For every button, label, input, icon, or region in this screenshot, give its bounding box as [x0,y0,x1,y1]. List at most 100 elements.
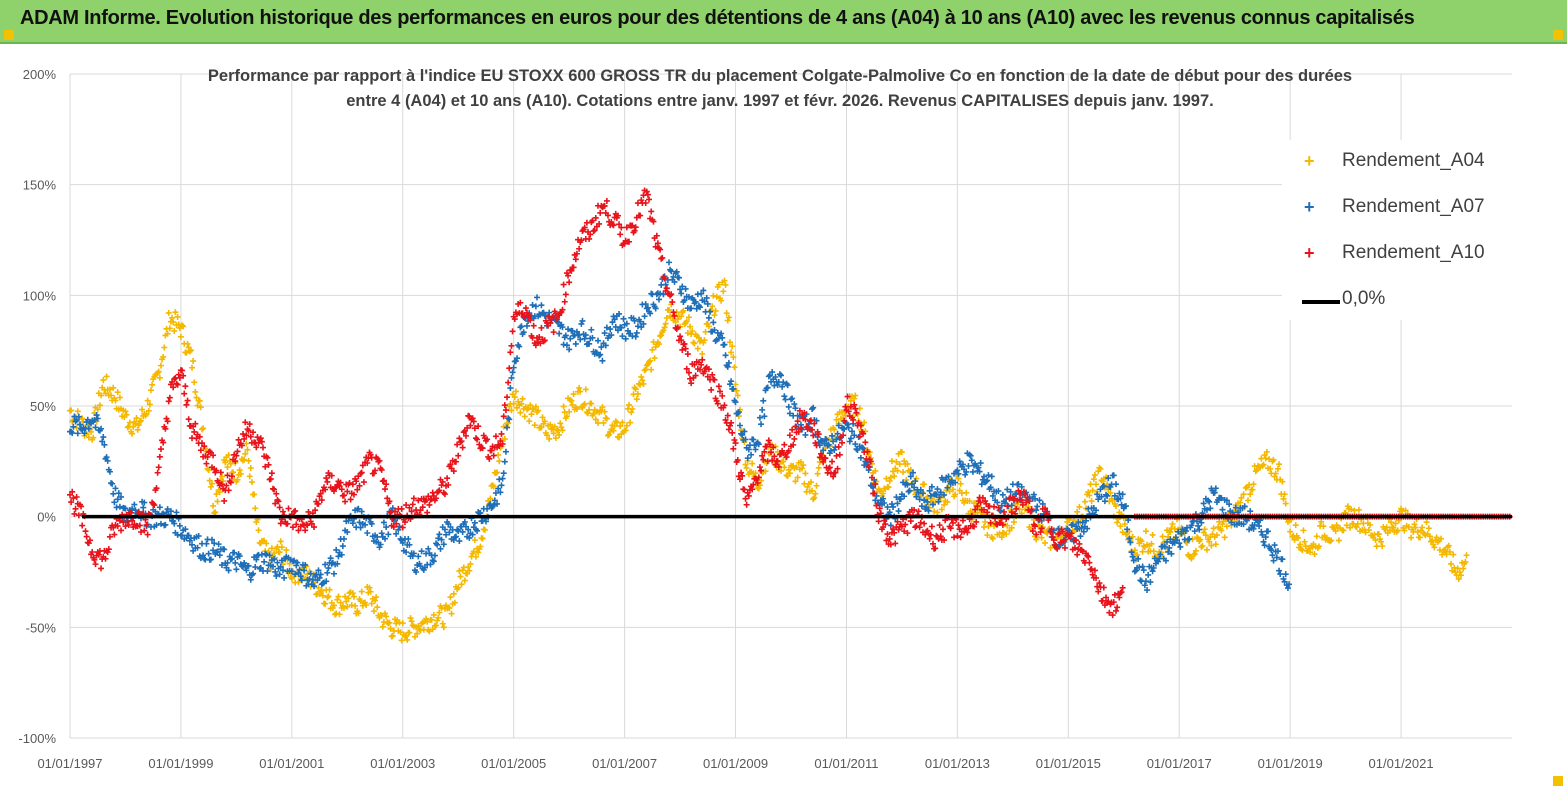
data-point [669,299,676,306]
data-point [851,432,858,439]
data-point [437,545,444,552]
data-point [508,407,515,414]
data-point [810,404,817,411]
data-point [723,310,730,317]
data-point [1236,508,1243,515]
data-point [139,406,146,413]
data-point [938,506,945,513]
data-point [1139,563,1146,570]
data-point [502,448,509,455]
data-point [250,429,257,436]
data-point [653,232,660,239]
data-point [99,438,106,445]
data-point [611,423,618,430]
data-point [628,409,635,416]
data-point [262,550,269,557]
data-point [454,441,461,448]
data-point [238,442,245,449]
data-point [532,303,539,310]
data-point [1394,527,1401,534]
data-point [235,436,242,443]
data-point [380,519,387,526]
data-point [921,520,928,527]
data-point [984,477,991,484]
data-point [1443,551,1450,558]
data-point [713,293,720,300]
data-point [291,557,298,564]
data-point [617,231,624,238]
data-point [1354,520,1361,527]
data-point [85,425,92,432]
data-point [295,527,302,534]
data-point [683,318,690,325]
data-point [386,498,393,505]
y-tick-label: 50% [30,399,56,414]
data-point [1247,508,1254,515]
data-point [994,499,1001,506]
data-point [784,382,791,389]
data-point [568,397,575,404]
data-point [629,222,636,229]
data-point [546,435,553,442]
data-point [179,322,186,329]
data-point [194,402,201,409]
data-point [553,316,560,323]
data-point [1279,478,1286,485]
data-point [173,509,180,516]
data-point [231,549,238,556]
data-point [974,503,981,510]
data-point [982,518,989,525]
data-point [164,506,171,513]
data-point [344,603,351,610]
data-point [697,366,704,373]
data-point [728,378,735,385]
data-point [538,302,545,309]
data-point [475,549,482,556]
data-point [426,628,433,635]
data-point [151,502,158,509]
data-point [1079,519,1086,526]
data-point [923,504,930,511]
data-point [1313,533,1320,540]
data-point [794,474,801,481]
data-point [660,327,667,334]
data-point [364,530,371,537]
data-point [403,633,410,640]
y-tick-label: 0% [37,510,56,525]
data-point [192,388,199,395]
data-point [814,434,821,441]
data-point [758,477,765,484]
data-point [335,593,342,600]
data-point [173,380,180,387]
data-point [915,508,922,515]
data-point [1203,506,1210,513]
data-point [725,426,732,433]
data-point [929,501,936,508]
data-point [79,415,86,422]
data-point [455,584,462,591]
data-point [1042,539,1049,546]
data-point [406,629,413,636]
data-point [998,534,1005,541]
x-tick-label: 01/01/2011 [814,756,878,771]
data-point [507,385,514,392]
data-point [790,441,797,448]
data-point [766,441,773,448]
data-point [393,520,400,527]
data-point [508,374,515,381]
data-point [302,561,309,568]
data-point [1004,486,1011,493]
data-point [586,235,593,242]
data-point [210,452,217,459]
data-point [184,397,191,404]
data-point [955,470,962,477]
data-point [370,608,377,615]
data-point [94,406,101,413]
data-point [722,416,729,423]
data-point [656,296,663,303]
data-point [330,488,337,495]
data-point [215,541,222,548]
data-point [1010,495,1017,502]
y-tick-label: 100% [23,288,57,303]
data-point [272,500,279,507]
